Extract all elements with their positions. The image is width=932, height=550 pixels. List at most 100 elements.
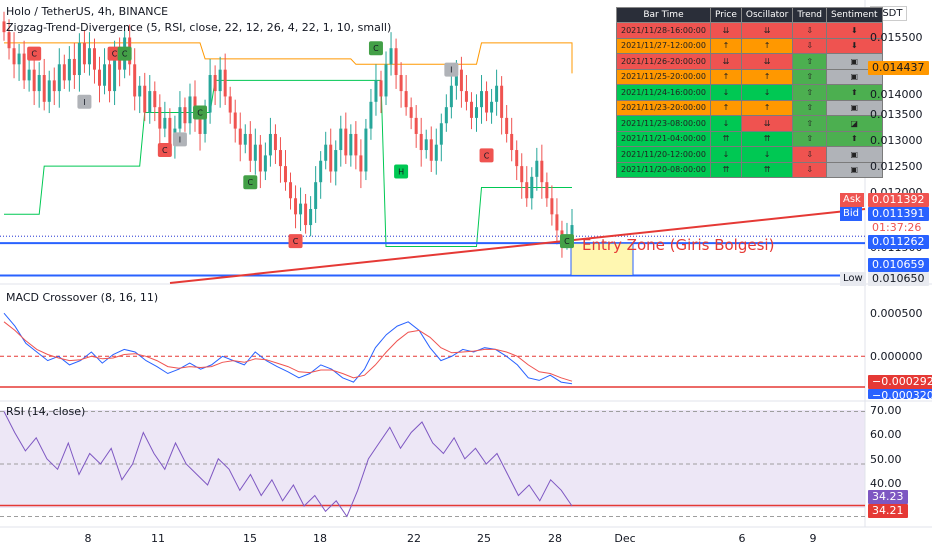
table-cell: ⬆ (826, 130, 883, 147)
macd-label: 0.000500 (870, 307, 923, 320)
symbol-title: Holo / TetherUS, 4h, BINANCE (6, 5, 169, 18)
table-cell: 2021/11/23-20:00:00 (616, 99, 711, 116)
candle-body (369, 101, 373, 129)
table-header: Sentiment (826, 7, 883, 23)
candle-body (535, 160, 539, 177)
macd-signal-tag: −0.000292 (868, 375, 932, 389)
candle-body (7, 32, 11, 49)
pivot-marker-label: C (484, 151, 490, 160)
candle-body (474, 107, 478, 118)
candle-body (294, 198, 298, 215)
candle-body (138, 85, 142, 97)
rsi-band-fill (0, 410, 865, 508)
candle-body (47, 80, 51, 102)
rsi-value-tag: 34.23 (868, 490, 908, 504)
rsi-label: 60.00 (870, 428, 902, 441)
table-cell: ⇊ (709, 22, 742, 39)
candle-body (2, 21, 6, 33)
candle-body (490, 101, 494, 113)
candle-body (67, 58, 71, 81)
pivot-marker (444, 62, 459, 77)
candle-body (92, 48, 96, 70)
candle-body (163, 117, 167, 129)
countdown-tag: 01:37:26 (868, 221, 926, 235)
candle-body (118, 53, 122, 70)
macd-line-tag: −0.000320 (868, 389, 932, 399)
candle-body (449, 85, 453, 108)
candle-body (62, 64, 66, 81)
candle-body (37, 75, 41, 92)
pivot-marker (27, 46, 42, 61)
candle-body (520, 166, 524, 183)
price-label: 0.013500 (870, 108, 923, 121)
pivot-marker (243, 175, 258, 190)
table-cell: ↑ (740, 99, 794, 116)
table-cell: ↑ (709, 68, 742, 85)
table-row: 2021/11/26-20:00:00 ⇊ ⇊ ⇧ ▣ (616, 53, 883, 70)
candle-body (243, 133, 247, 145)
pivot-marker-label: C (122, 50, 128, 59)
table-cell: 2021/11/24-16:00:00 (616, 84, 711, 101)
table-cell: ⇊ (740, 22, 794, 39)
candle-body (464, 91, 468, 102)
candle-body (399, 75, 403, 92)
table-header: Trend (792, 7, 828, 23)
candle-body (434, 144, 438, 161)
table-cell: ↑ (709, 99, 742, 116)
table-cell: 2021/11/20-12:00:00 (616, 146, 711, 163)
candle-body (389, 48, 393, 65)
candle-body (208, 75, 212, 113)
candle-body (258, 144, 262, 172)
bid-label: Bid (840, 207, 862, 221)
table-cell: ↓ (740, 84, 794, 101)
macd-label: 0.000000 (870, 350, 923, 363)
candle-body (203, 112, 207, 134)
table-cell: ⇈ (709, 130, 742, 147)
table-cell: ⬆ (826, 84, 883, 101)
table-cell: ⇊ (709, 53, 742, 70)
table-cell: 2021/11/23-08:00:00 (616, 115, 711, 132)
candle-body (12, 48, 16, 65)
table-cell: 2021/11/25-20:00:00 (616, 68, 711, 85)
candle-body (148, 91, 152, 113)
candle-body (384, 64, 388, 97)
x-tick-label: 18 (313, 532, 327, 545)
candle-body (459, 69, 463, 92)
table-cell: ⇧ (792, 84, 828, 101)
candle-body (469, 101, 473, 118)
candle-body (133, 64, 137, 97)
table-cell: ⇩ (792, 22, 828, 39)
x-tick-label: 11 (151, 532, 165, 545)
table-cell: ⇊ (740, 115, 794, 132)
candle-body (540, 160, 544, 183)
candle-body (153, 91, 157, 108)
candle-body (344, 128, 348, 156)
candle-body (354, 133, 358, 156)
table-cell: ⇧ (792, 99, 828, 116)
candle-body (108, 64, 112, 92)
candle-body (424, 139, 428, 151)
x-tick-label: 15 (243, 532, 257, 545)
candle-body (168, 117, 172, 145)
candle-body (505, 117, 509, 134)
rsi-title: RSI (14, close) (6, 405, 86, 418)
table-cell: ⇧ (792, 130, 828, 147)
table-header: Oscillator (740, 7, 794, 23)
pivot-marker (394, 164, 409, 179)
pivot-marker-label: C (248, 178, 254, 187)
pivot-marker-label: C (564, 237, 570, 246)
rsi-line (3, 411, 573, 518)
candle-body (530, 176, 534, 199)
entry-price-tag: 0.011262 (868, 235, 929, 249)
candle-body (480, 91, 484, 108)
candle-body (359, 155, 363, 172)
candle-body (103, 64, 107, 86)
candle-body (218, 69, 222, 92)
table-cell: ⇈ (740, 161, 794, 178)
entry-zone-label: Entry Zone (Giris Bolgesi) (582, 236, 775, 254)
table-cell: ↑ (740, 37, 794, 54)
table-cell: ↑ (740, 68, 794, 85)
signal-line (3, 321, 573, 382)
candle-body (27, 69, 31, 81)
table-cell: 2021/11/27-12:00:00 (616, 37, 711, 54)
